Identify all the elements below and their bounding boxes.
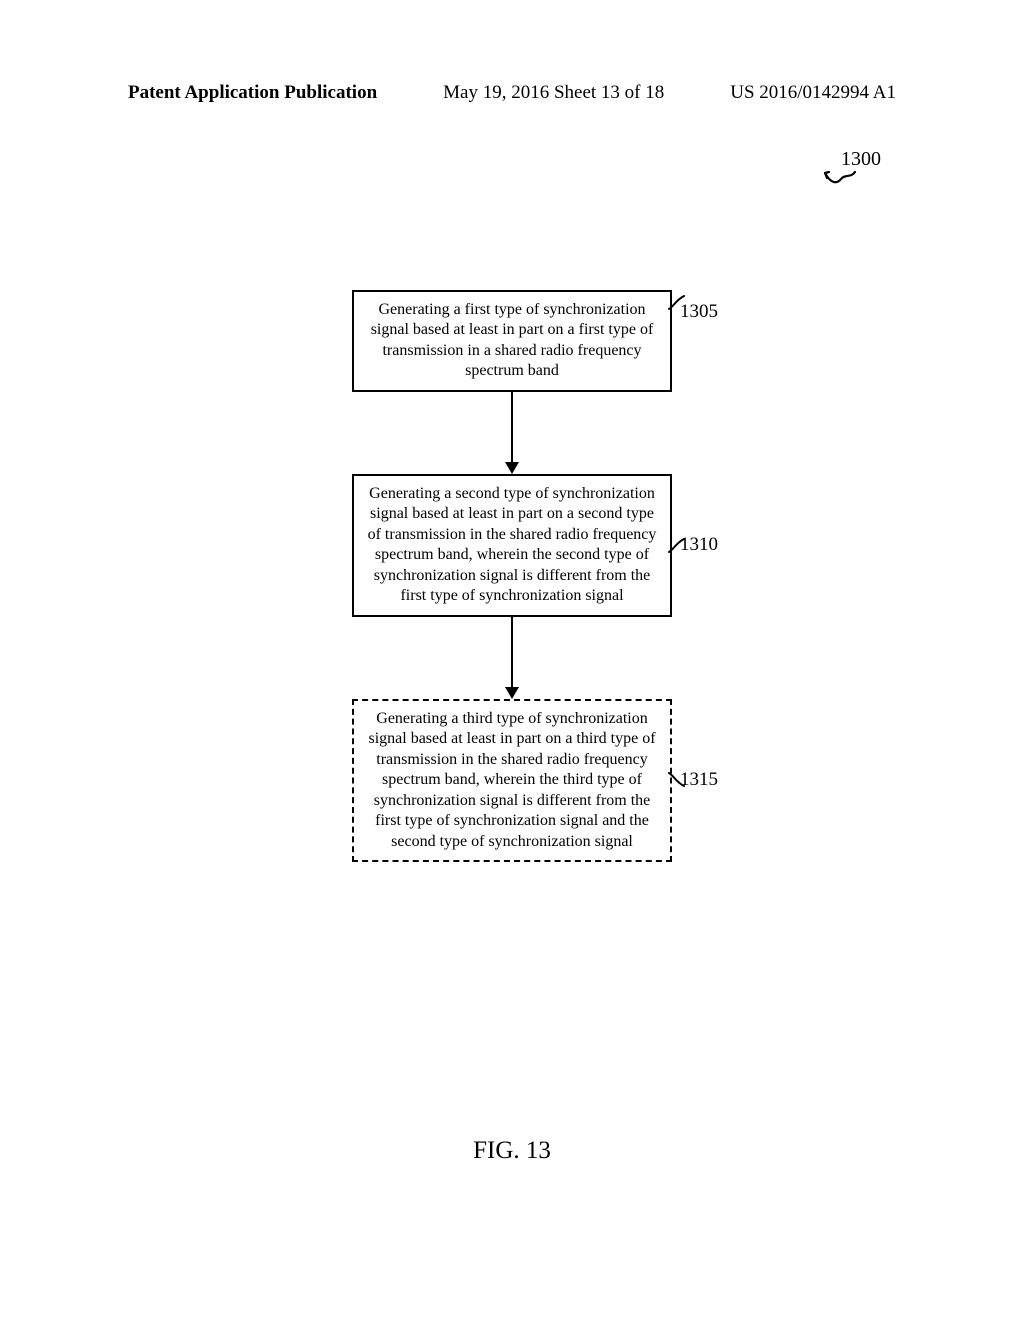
step-label: 1305 bbox=[680, 300, 718, 324]
flow-arrow bbox=[511, 392, 514, 474]
arrow-line bbox=[511, 617, 514, 689]
flowchart-step-3: Generating a third type of synchronizati… bbox=[352, 699, 672, 862]
flowchart: Generating a first type of synchronizati… bbox=[322, 290, 702, 862]
arrow-head-icon bbox=[505, 462, 519, 474]
arrow-line bbox=[511, 392, 514, 464]
header-left: Patent Application Publication bbox=[128, 82, 377, 104]
flow-arrow bbox=[511, 617, 514, 699]
figure-caption: FIG. 13 bbox=[473, 1137, 551, 1165]
arrow-head-icon bbox=[505, 687, 519, 699]
step-label: 1310 bbox=[680, 533, 718, 557]
step-label: 1315 bbox=[680, 768, 718, 792]
page-header: Patent Application Publication May 19, 2… bbox=[0, 82, 1024, 104]
header-center: May 19, 2016 Sheet 13 of 18 bbox=[443, 82, 664, 104]
step-text: Generating a second type of synchronizat… bbox=[368, 485, 657, 604]
flowchart-step-1: Generating a first type of synchronizati… bbox=[352, 290, 672, 392]
flowchart-step-2: Generating a second type of synchronizat… bbox=[352, 474, 672, 617]
step-text: Generating a third type of synchronizati… bbox=[368, 710, 655, 850]
step-text: Generating a first type of synchronizati… bbox=[371, 301, 654, 379]
header-right: US 2016/0142994 A1 bbox=[730, 82, 896, 104]
curly-pointer-icon bbox=[823, 170, 857, 188]
figure-ref-number: 1300 bbox=[841, 148, 881, 171]
